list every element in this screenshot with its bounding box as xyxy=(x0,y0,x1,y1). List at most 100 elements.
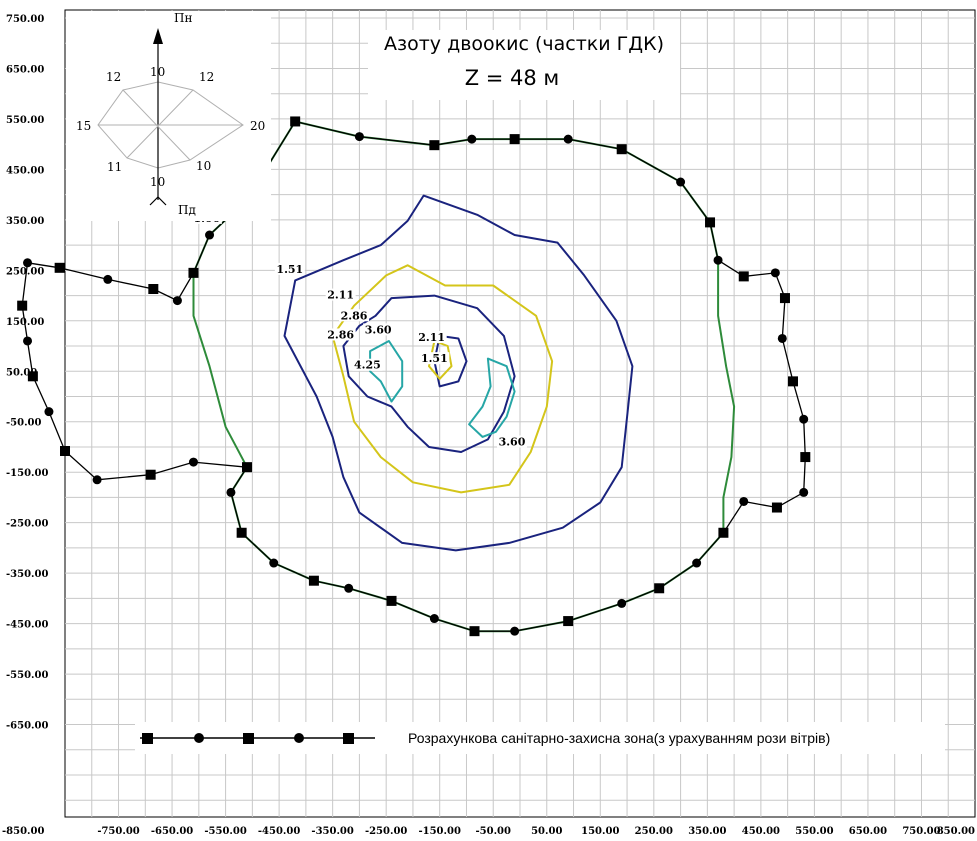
contour-labels: 1.001.512.112.862.863.604.252.111.513.60 xyxy=(191,211,527,448)
legend-square-marker xyxy=(343,733,354,744)
wind-rose-value-s: 10 xyxy=(150,175,165,189)
wind-rose-value-w: 15 xyxy=(76,119,91,133)
wind-rose: Пн Пд 10 12 20 10 10 11 15 12 xyxy=(66,11,271,221)
y-tick-label: -650.00 xyxy=(6,721,48,732)
contour-label: 1.51 xyxy=(276,263,303,276)
zone-circle-marker xyxy=(429,614,439,624)
north-arrow-icon xyxy=(153,28,163,44)
zone-circle-marker xyxy=(23,258,33,268)
zone-square-marker xyxy=(242,462,252,473)
zone-circle-marker xyxy=(344,583,354,593)
x-tick-label: 750.00 xyxy=(902,826,940,837)
contour-label-background xyxy=(416,330,447,343)
zone-circle-marker xyxy=(44,407,54,417)
x-tick-label: 350.00 xyxy=(688,826,726,837)
zone-circle-marker xyxy=(692,558,702,568)
contour-label-background xyxy=(339,309,370,322)
y-tick-label: 250.00 xyxy=(6,266,44,277)
contour-line-3-60 xyxy=(468,357,516,438)
contour-label: 3.60 xyxy=(499,435,526,448)
y-tick-label: 550.00 xyxy=(6,115,44,126)
zone-circle-marker xyxy=(269,558,279,568)
contour-label-background xyxy=(496,435,527,448)
contour-label: 4.25 xyxy=(354,359,381,372)
zone-square-marker xyxy=(290,116,301,127)
y-tick-labels: 750.00650.00550.00450.00350.00250.00150.… xyxy=(6,14,48,732)
contour-label-background xyxy=(419,352,450,365)
contour-label: 2.86 xyxy=(341,309,368,322)
zone-square-marker xyxy=(308,575,319,586)
contour-label: 1.51 xyxy=(421,352,448,365)
zone-circle-marker xyxy=(617,598,627,608)
x-tick-label: 50.00 xyxy=(531,826,562,837)
zone-circle-marker xyxy=(799,487,809,497)
zone-circle-marker xyxy=(739,496,749,506)
zone-circle-marker xyxy=(172,296,182,306)
zone-square-marker xyxy=(718,527,729,538)
x-tick-label: 550.00 xyxy=(795,826,833,837)
sanitary-zone-line xyxy=(21,120,806,632)
zone-square-marker xyxy=(27,371,38,382)
zone-square-marker xyxy=(236,527,247,538)
zone-square-marker xyxy=(60,446,70,457)
zone-circle-marker xyxy=(799,414,809,424)
y-tick-label: -350.00 xyxy=(6,569,48,580)
zone-square-marker xyxy=(509,134,520,145)
x-tick-label: 150.00 xyxy=(581,826,619,837)
y-tick-label: -50.00 xyxy=(6,418,42,429)
wind-rose-value-nw: 12 xyxy=(106,70,121,84)
contour-label-background xyxy=(325,288,356,301)
y-tick-label: -550.00 xyxy=(6,670,48,681)
y-tick-label: 450.00 xyxy=(6,165,44,176)
x-tick-label: -350.00 xyxy=(311,826,353,837)
x-tick-label: 850.00 xyxy=(937,826,975,837)
zone-circle-marker xyxy=(676,177,686,187)
zone-circle-marker xyxy=(92,475,102,485)
x-tick-labels: -850.00 -750.00 -650.00 -550.00 -450.00 -350.… xyxy=(2,826,975,837)
zone-square-marker xyxy=(705,217,716,228)
contour-label: 2.11 xyxy=(418,331,445,344)
zone-square-marker xyxy=(145,469,156,480)
x-tick-label: 450.00 xyxy=(742,826,780,837)
zone-circle-marker xyxy=(510,626,520,636)
title-background xyxy=(368,30,680,100)
x-tick-label: -150.00 xyxy=(418,826,460,837)
legend-square-marker xyxy=(243,733,254,744)
y-tick-label: -150.00 xyxy=(6,468,48,479)
wind-rose-background xyxy=(66,11,271,221)
legend-label: Розрахункова санітарно-захисна зона(з ур… xyxy=(408,730,830,746)
zone-square-marker xyxy=(563,616,574,627)
zone-square-marker xyxy=(188,267,199,278)
wind-rose-diag-2 xyxy=(126,89,194,159)
x-tick-label: 250.00 xyxy=(635,826,673,837)
y-tick-label: 50.00 xyxy=(6,367,37,378)
zone-square-marker xyxy=(429,140,440,151)
contour-line-3-60 xyxy=(369,340,404,403)
zone-square-marker xyxy=(148,284,159,295)
x-tick-label: -850.00 xyxy=(2,826,44,837)
contour-line-2-11 xyxy=(331,264,554,494)
zone-circle-marker xyxy=(205,230,215,240)
zone-square-marker xyxy=(788,376,798,387)
wind-rose-value-n: 10 xyxy=(150,65,165,79)
contour-label: 2.86 xyxy=(327,328,354,341)
y-tick-label: 650.00 xyxy=(6,64,44,75)
x-tick-label: 650.00 xyxy=(849,826,887,837)
zone-square-marker xyxy=(469,626,480,637)
contour-label-background xyxy=(363,323,394,336)
zone-square-marker xyxy=(616,144,627,155)
x-tick-label: -450.00 xyxy=(258,826,300,837)
zone-circle-marker xyxy=(777,333,787,343)
zone-square-marker xyxy=(654,583,665,594)
zone-circle-marker xyxy=(23,336,33,346)
zone-circle-marker xyxy=(467,134,477,144)
zone-square-marker xyxy=(54,262,65,273)
contour-line-1-51 xyxy=(283,194,634,552)
wind-rose-diag-1 xyxy=(122,89,191,161)
zone-square-marker xyxy=(779,293,790,304)
contour-label: 3.60 xyxy=(365,323,392,336)
zone-square-marker xyxy=(17,300,28,311)
wind-rose-value-sw: 11 xyxy=(107,160,122,174)
x-tick-label: -650.00 xyxy=(151,826,193,837)
wind-rose-south-label: Пд xyxy=(178,203,196,217)
